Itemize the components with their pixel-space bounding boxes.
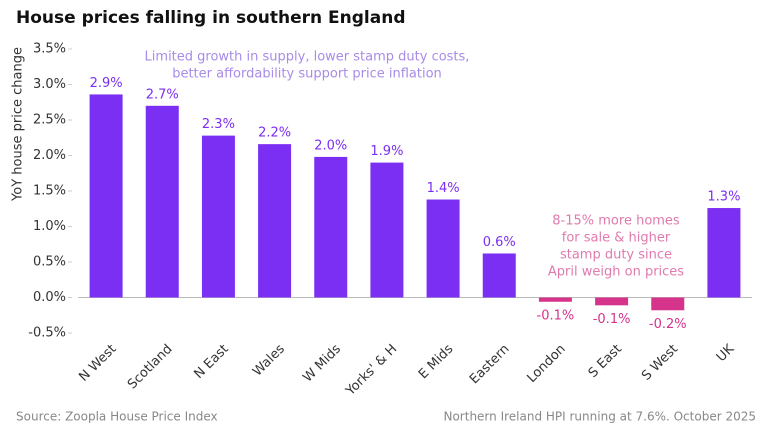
y-tick-label: 0.5% [33, 255, 66, 270]
value-label: 1.9% [370, 144, 403, 159]
x-tick-label: Yorks' & H [343, 342, 401, 400]
value-label: -0.1% [537, 308, 575, 323]
bar [426, 199, 460, 298]
x-tick-label: W Mids [300, 342, 344, 386]
bar [258, 144, 292, 298]
value-label: 2.7% [146, 87, 179, 102]
bar [201, 135, 235, 298]
annotation: 8-15% more homes [552, 214, 680, 229]
y-tick-label: 3.5% [33, 42, 66, 57]
bar [482, 253, 516, 298]
y-tick-label: 1.0% [33, 219, 66, 234]
value-label: -0.2% [649, 317, 687, 332]
y-axis-label: YoY house price change [11, 47, 26, 202]
x-tick-label: Scotland [125, 342, 176, 393]
bar [89, 94, 123, 298]
y-tick-label: 3.0% [33, 77, 66, 92]
value-label: 1.4% [427, 181, 460, 196]
value-label: -0.1% [593, 312, 631, 327]
value-label: 2.9% [90, 76, 123, 91]
x-tick-label: S East [586, 342, 625, 381]
bar [707, 208, 741, 298]
value-label: 2.2% [258, 126, 291, 141]
note: Northern Ireland HPI running at 7.6%. Oc… [443, 410, 756, 424]
x-tick-label: London [524, 342, 568, 386]
bar [651, 297, 685, 311]
value-label: 2.3% [202, 117, 235, 132]
value-label: 1.3% [707, 190, 740, 205]
y-tick-label: 2.0% [33, 148, 66, 163]
x-tick-label: UK [714, 341, 738, 365]
y-tick-label: -0.5% [28, 326, 66, 341]
bar [538, 297, 572, 302]
bar [370, 162, 404, 298]
bar [145, 105, 179, 298]
bar [314, 156, 348, 298]
bar [595, 297, 629, 306]
annotation: better affordability support price infla… [172, 67, 442, 82]
value-label: 0.6% [483, 235, 516, 250]
x-tick-label: N West [76, 342, 119, 385]
x-tick-label: N East [191, 342, 231, 382]
x-tick-label: S West [639, 342, 681, 384]
x-tick-label: Wales [250, 342, 288, 380]
annotation: Limited growth in supply, lower stamp du… [145, 50, 470, 65]
value-label: 2.0% [314, 138, 347, 153]
source: Source: Zoopla House Price Index [16, 410, 218, 424]
y-tick-label: 2.5% [33, 113, 66, 128]
annotation: April weigh on prices [548, 265, 684, 280]
annotation: for sale & higher [562, 231, 671, 246]
annotation: stamp duty since [560, 248, 672, 263]
y-tick-label: 1.5% [33, 184, 66, 199]
y-tick-label: 0.0% [33, 290, 66, 305]
chart-title: House prices falling in southern England [16, 8, 406, 28]
x-tick-label: Eastern [467, 342, 513, 388]
x-tick-label: E Mids [416, 342, 457, 383]
